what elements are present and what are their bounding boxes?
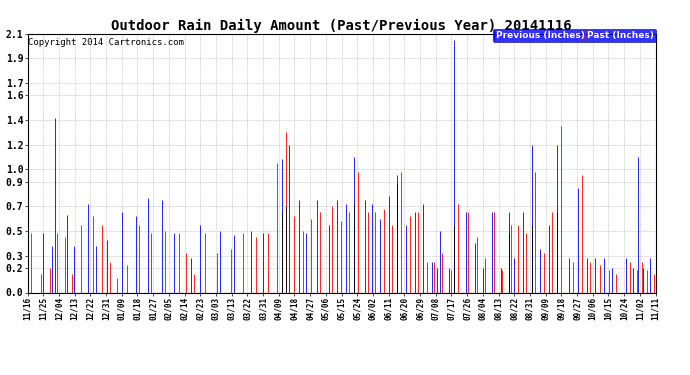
Legend: Previous (Inches), Past (Inches): Previous (Inches), Past (Inches) bbox=[493, 28, 656, 42]
Text: Copyright 2014 Cartronics.com: Copyright 2014 Cartronics.com bbox=[28, 38, 184, 46]
Title: Outdoor Rain Daily Amount (Past/Previous Year) 20141116: Outdoor Rain Daily Amount (Past/Previous… bbox=[111, 18, 572, 33]
